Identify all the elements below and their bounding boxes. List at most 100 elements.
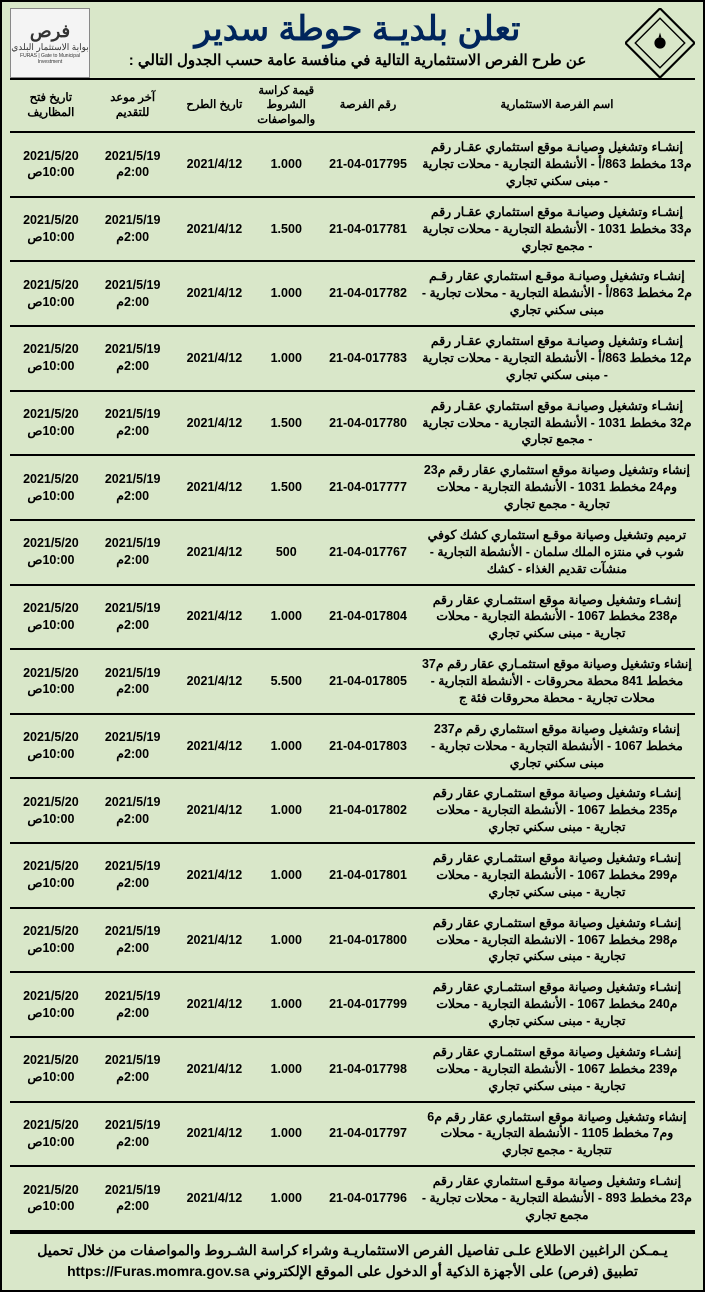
table-row: إنشـاء وتشغيل وصيانة موقع استثمـاري عقار… xyxy=(10,1037,695,1102)
table-row: إنشاء وتشغيل وصيانة موقع استثماري عقار ر… xyxy=(10,1102,695,1167)
table-body: إنشـاء وتشغيل وصيانـة موقع استثماري عقـا… xyxy=(10,132,695,1231)
cell-opening: 2021/5/2010:00ص xyxy=(10,972,92,1037)
cell-price: 1.000 xyxy=(255,714,317,779)
cell-opportunity-number: 21-04-017803 xyxy=(317,714,419,779)
opportunities-table: اسم الفرصة الاستثمارية رقم الفرصة قيمة ك… xyxy=(10,78,695,1232)
cell-proposal-date: 2021/4/12 xyxy=(174,972,256,1037)
cell-opening: 2021/5/2010:00ص xyxy=(10,1166,92,1231)
cell-opening: 2021/5/2010:00ص xyxy=(10,326,92,391)
footer-line2-text: تطبيق (فرص) على الأجهزة الذكية أو الدخول… xyxy=(250,1263,638,1279)
cell-deadline: 2021/5/192:00م xyxy=(92,261,174,326)
cell-price: 1.000 xyxy=(255,1102,317,1167)
cell-opportunity-name: إنشـاء وتشغيل وصيانة موقـع استثماري عقار… xyxy=(419,1166,695,1231)
table-row: إنشـاء وتشغيل وصيانة موقـع استثماري عقار… xyxy=(10,1166,695,1231)
cell-opportunity-number: 21-04-017781 xyxy=(317,197,419,262)
cell-price: 1.000 xyxy=(255,778,317,843)
cell-opportunity-name: إنشـاء وتشغيل وصيانـة موقع استثماري عقـا… xyxy=(419,326,695,391)
cell-deadline: 2021/5/192:00م xyxy=(92,778,174,843)
cell-deadline: 2021/5/192:00م xyxy=(92,972,174,1037)
cell-proposal-date: 2021/4/12 xyxy=(174,391,256,456)
table-row: إنشـاء وتشغيل وصيانة موقع استثمـاري عقار… xyxy=(10,908,695,973)
cell-price: 1.000 xyxy=(255,1037,317,1102)
cell-opportunity-number: 21-04-017801 xyxy=(317,843,419,908)
cell-deadline: 2021/5/192:00م xyxy=(92,714,174,779)
cell-proposal-date: 2021/4/12 xyxy=(174,455,256,520)
cell-opportunity-number: 21-04-017780 xyxy=(317,391,419,456)
cell-proposal-date: 2021/4/12 xyxy=(174,908,256,973)
cell-opportunity-number: 21-04-017777 xyxy=(317,455,419,520)
cell-price: 1.000 xyxy=(255,585,317,650)
title-block: تعلن بلديـة حوطة سدير عن طرح الفرص الاست… xyxy=(96,11,619,74)
table-row: إنشـاء وتشغيل وصيانـة موقـع استثماري عقا… xyxy=(10,261,695,326)
cell-opening: 2021/5/2010:00ص xyxy=(10,197,92,262)
cell-opening: 2021/5/2010:00ص xyxy=(10,908,92,973)
cell-opening: 2021/5/2010:00ص xyxy=(10,261,92,326)
cell-opportunity-name: إنشـاء وتشغيل وصيانة موقع استثمـاري عقار… xyxy=(419,778,695,843)
cell-opening: 2021/5/2010:00ص xyxy=(10,843,92,908)
cell-deadline: 2021/5/192:00م xyxy=(92,455,174,520)
table-row: إنشـاء وتشغيل وصيانة موقع استثمـاري عقار… xyxy=(10,778,695,843)
cell-proposal-date: 2021/4/12 xyxy=(174,843,256,908)
cell-opportunity-number: 21-04-017802 xyxy=(317,778,419,843)
table-row: إنشـاء وتشغيل وصيانة موقع استثمـاري عقار… xyxy=(10,843,695,908)
cell-deadline: 2021/5/192:00م xyxy=(92,326,174,391)
table-row: ترميم وتشغيل وصيانة موقـع استثماري كشك ك… xyxy=(10,520,695,585)
cell-price: 1.500 xyxy=(255,391,317,456)
cell-opportunity-name: إنشـاء وتشغيل وصيانة موقع استثمـاري عقار… xyxy=(419,972,695,1037)
main-title: تعلن بلديـة حوطة سدير xyxy=(96,11,619,48)
cell-proposal-date: 2021/4/12 xyxy=(174,520,256,585)
cell-proposal-date: 2021/4/12 xyxy=(174,132,256,197)
table-row: إنشـاء وتشغيل وصيانـة موقع استثماري عقـا… xyxy=(10,132,695,197)
cell-opportunity-number: 21-04-017783 xyxy=(317,326,419,391)
cell-deadline: 2021/5/192:00م xyxy=(92,197,174,262)
cell-price: 1.000 xyxy=(255,132,317,197)
cell-price: 1.000 xyxy=(255,843,317,908)
cell-opportunity-name: إنشـاء وتشغيل وصيانـة موقع استثماري عقـا… xyxy=(419,197,695,262)
furas-logo-sub-ar: بوابة الاستثمار البلدي xyxy=(11,42,89,53)
cell-deadline: 2021/5/192:00م xyxy=(92,1102,174,1167)
furas-logo-sub-en: FURAS | Gate to Municipal Investment xyxy=(11,53,89,65)
cell-opportunity-number: 21-04-017767 xyxy=(317,520,419,585)
table-row: إنشاء وتشغيل وصيانة موقع استثماري رقم م2… xyxy=(10,714,695,779)
cell-proposal-date: 2021/4/12 xyxy=(174,649,256,714)
cell-proposal-date: 2021/4/12 xyxy=(174,1102,256,1167)
table-row: إنشـاء وتشغيل وصيانة موقع استثمـاري عقار… xyxy=(10,972,695,1037)
cell-deadline: 2021/5/192:00م xyxy=(92,132,174,197)
cell-opportunity-name: إنشـاء وتشغيل وصيانة موقع استثمـاري عقار… xyxy=(419,843,695,908)
cell-deadline: 2021/5/192:00م xyxy=(92,649,174,714)
cell-opportunity-name: إنشاء وتشغيل وصيانة موقع استثماري رقم م2… xyxy=(419,714,695,779)
cell-deadline: 2021/5/192:00م xyxy=(92,1037,174,1102)
header-row: تعلن بلديـة حوطة سدير عن طرح الفرص الاست… xyxy=(10,8,695,78)
cell-opportunity-name: إنشـاء وتشغيل وصيانة موقع استثمـاري عقار… xyxy=(419,908,695,973)
cell-proposal-date: 2021/4/12 xyxy=(174,585,256,650)
cell-proposal-date: 2021/4/12 xyxy=(174,1166,256,1231)
cell-opening: 2021/5/2010:00ص xyxy=(10,520,92,585)
cell-opportunity-number: 21-04-017798 xyxy=(317,1037,419,1102)
col-header-deadline: آخر موعد للتقديم xyxy=(92,79,174,132)
cell-opportunity-number: 21-04-017782 xyxy=(317,261,419,326)
furas-logo: فرص بوابة الاستثمار البلدي FURAS | Gate … xyxy=(10,8,90,78)
cell-opportunity-name: إنشاء وتشغيل وصيانة موقع استثمـاري عقار … xyxy=(419,649,695,714)
cell-proposal-date: 2021/4/12 xyxy=(174,197,256,262)
cell-proposal-date: 2021/4/12 xyxy=(174,778,256,843)
cell-opening: 2021/5/2010:00ص xyxy=(10,132,92,197)
cell-opportunity-name: إنشـاء وتشغيل وصيانـة موقع استثماري عقـا… xyxy=(419,132,695,197)
cell-price: 1.500 xyxy=(255,197,317,262)
table-row: إنشـاء وتشغيل وصيانـة موقع استثماري عقـا… xyxy=(10,197,695,262)
table-row: إنشـاء وتشغيل وصيانـة موقع استثماري عقـا… xyxy=(10,326,695,391)
cell-price: 1.000 xyxy=(255,908,317,973)
cell-deadline: 2021/5/192:00م xyxy=(92,585,174,650)
sub-title: عن طرح الفرص الاستثمارية التالية في مناف… xyxy=(96,51,619,69)
cell-opening: 2021/5/2010:00ص xyxy=(10,778,92,843)
cell-opportunity-number: 21-04-017804 xyxy=(317,585,419,650)
cell-opportunity-name: ترميم وتشغيل وصيانة موقـع استثماري كشك ك… xyxy=(419,520,695,585)
cell-opportunity-number: 21-04-017796 xyxy=(317,1166,419,1231)
footer-url: https://Furas.momra.gov.sa xyxy=(67,1263,250,1279)
footer-line2: تطبيق (فرص) على الأجهزة الذكية أو الدخول… xyxy=(10,1261,695,1282)
cell-proposal-date: 2021/4/12 xyxy=(174,1037,256,1102)
cell-opportunity-name: إنشاء وتشغيل وصيانة موقع استثماري عقار ر… xyxy=(419,455,695,520)
cell-deadline: 2021/5/192:00م xyxy=(92,1166,174,1231)
cell-opening: 2021/5/2010:00ص xyxy=(10,455,92,520)
cell-proposal-date: 2021/4/12 xyxy=(174,261,256,326)
cell-opportunity-name: إنشـاء وتشغيل وصيانة موقع استثمـاري عقار… xyxy=(419,585,695,650)
